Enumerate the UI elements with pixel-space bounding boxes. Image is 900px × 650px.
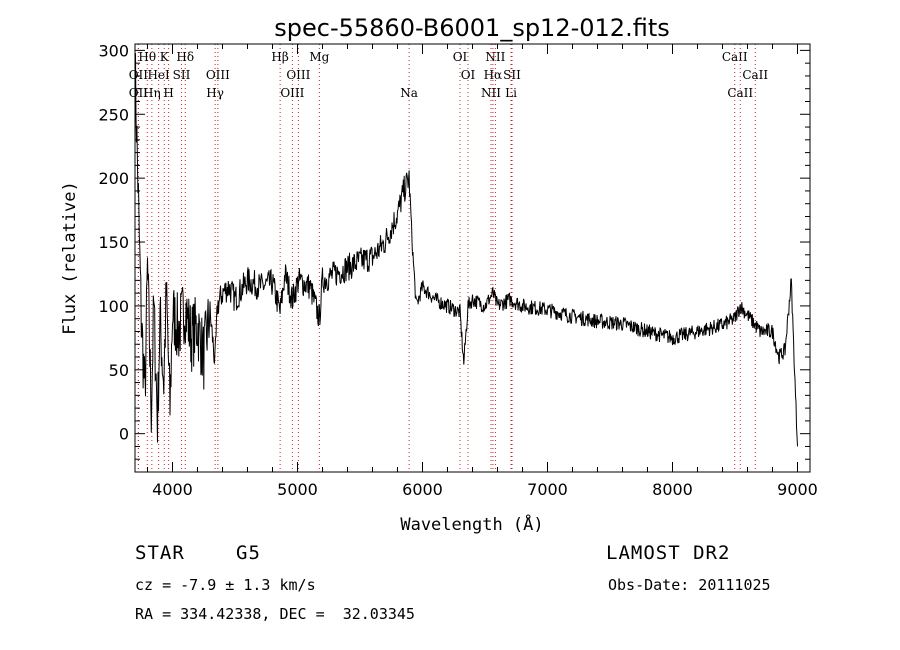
y-tick-label: 0 — [119, 425, 129, 444]
spectral-line-label: H — [163, 86, 173, 100]
spectral-line-label: Hδ — [176, 50, 194, 64]
spectral-line-label: OI — [453, 50, 468, 64]
plot-frame — [134, 43, 811, 473]
spectral-line-label: Hα — [484, 68, 503, 82]
spectral-line-label: CaII — [727, 86, 753, 100]
spectral-line-label: OII — [129, 68, 149, 82]
spectrum-line — [134, 53, 798, 447]
y-tick-label: 300 — [98, 41, 129, 60]
spectral-line-label: Hβ — [271, 50, 288, 64]
obs-date: Obs-Date: 20111025 — [608, 576, 771, 594]
y-axis-label: Flux (relative) — [60, 181, 80, 335]
spectral-line-label: Mg — [309, 50, 329, 64]
spectral-line-label: Hη — [143, 86, 161, 100]
x-tick-label: 7000 — [527, 480, 568, 499]
spectral-line-label: OIII — [206, 68, 230, 82]
spectral-line-label: SII — [173, 68, 191, 82]
redshift-info: cz = -7.9 ± 1.3 km/s — [135, 576, 316, 594]
spectral-line-label: HeI — [147, 68, 170, 82]
spectral-line-label: OIII — [280, 86, 304, 100]
spectral-line-label: Na — [400, 86, 418, 100]
x-tick-label: 8000 — [652, 480, 693, 499]
y-tick-label: 50 — [109, 361, 129, 380]
x-tick-label: 6000 — [402, 480, 443, 499]
y-tick-label: 200 — [98, 169, 129, 188]
x-tick-label: 4000 — [152, 480, 193, 499]
axes: 4000 5000 6000 7000 8000 9000 0 50 100 150 200 250 3… — [98, 41, 817, 499]
spectral-line-label: NII — [485, 50, 505, 64]
y-tick-label: 150 — [98, 233, 129, 252]
spectral-line-label: Li — [505, 86, 517, 100]
spectral-line-label: OII — [129, 86, 149, 100]
x-axis-label: Wavelength (Å) — [400, 513, 543, 535]
object-subclass: G5 — [236, 542, 261, 564]
y-tick-label: 250 — [98, 105, 129, 124]
x-tick-label: 9000 — [777, 480, 818, 499]
spectral-line-label: K — [160, 50, 170, 64]
coordinates: RA = 334.42338, DEC = 32.03345 — [135, 605, 415, 623]
x-tick-label: 5000 — [277, 480, 318, 499]
y-tick-label: 100 — [98, 297, 129, 316]
chart-title: spec-55860-B6001_sp12-012.fits — [274, 14, 669, 42]
spectral-line-label: NII — [481, 86, 501, 100]
spectral-line-label: OIII — [286, 68, 310, 82]
spectral-line-label: Hγ — [206, 86, 224, 100]
survey-label: LAMOST DR2 — [606, 542, 731, 564]
spectral-line-label: OI — [461, 68, 476, 82]
spectral-line-label: SII — [503, 68, 521, 82]
object-class: STAR — [135, 542, 185, 564]
spectral-line-label: CaII — [742, 68, 768, 82]
spectral-line-label: Hθ — [138, 50, 156, 64]
spectral-line-label: CaII — [722, 50, 748, 64]
